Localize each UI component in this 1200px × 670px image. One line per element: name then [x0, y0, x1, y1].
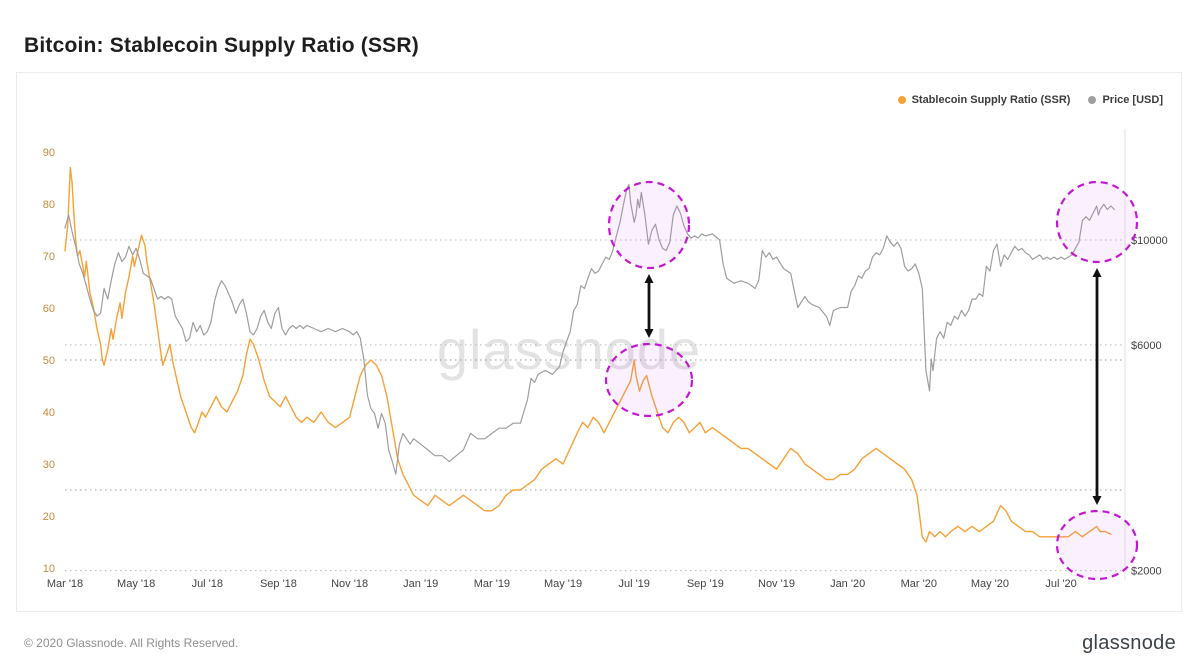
- x-axis-tick: Mar '19: [474, 578, 510, 590]
- right-axis-tick: $10000: [1131, 235, 1168, 247]
- copyright-text: © 2020 Glassnode. All Rights Reserved.: [24, 636, 239, 650]
- x-axis-tick: May '19: [544, 578, 582, 590]
- x-axis-tick: Mar '20: [901, 578, 937, 590]
- x-axis-tick: Mar '18: [47, 578, 83, 590]
- highlight-ellipse-1: [604, 342, 694, 418]
- left-axis-tick: 70: [43, 251, 55, 263]
- divergence-arrow-1: [1092, 268, 1102, 505]
- left-axis-tick: 10: [43, 563, 55, 575]
- legend-item-1[interactable]: Price [USD]: [1088, 94, 1163, 106]
- x-axis-tick: Jan '20: [830, 578, 865, 590]
- x-axis-tick: May '18: [117, 578, 155, 590]
- right-axis-tick: $6000: [1131, 340, 1162, 352]
- series-line-1: [64, 183, 1116, 475]
- legend-label: Stablecoin Supply Ratio (SSR): [911, 94, 1071, 106]
- glassnode-logo: glassnode: [1082, 631, 1176, 654]
- legend-label: Price [USD]: [1102, 94, 1163, 106]
- left-axis-tick: 60: [43, 303, 55, 315]
- left-axis-tick: 20: [43, 511, 55, 523]
- divergence-arrow-0: [644, 274, 654, 338]
- left-axis-tick: 90: [43, 147, 55, 159]
- page-footer: © 2020 Glassnode. All Rights Reserved. g…: [24, 628, 1176, 658]
- legend-item-0[interactable]: Stablecoin Supply Ratio (SSR): [897, 94, 1071, 106]
- left-axis-tick: 50: [43, 355, 55, 367]
- right-axis-tick: $2000: [1131, 566, 1162, 578]
- chart-card: glassnode 90 80 70 60 50 40 30 20 10 $10000 $6000 $…: [16, 72, 1182, 612]
- x-axis-tick: Sep '19: [687, 578, 724, 590]
- left-axis-tick: 30: [43, 459, 55, 471]
- highlight-ellipse-2: [1055, 180, 1139, 264]
- x-axis-tick: Nov '18: [331, 578, 368, 590]
- page-title: Bitcoin: Stablecoin Supply Ratio (SSR): [24, 34, 419, 58]
- ssr-price-chart[interactable]: 90 80 70 60 50 40 30 20 10 $10000 $6000 $2000 Mar '1…: [17, 73, 1181, 611]
- highlight-ellipse-0: [607, 180, 691, 270]
- legend-dot-icon: [1088, 96, 1097, 104]
- highlight-ellipse-3: [1055, 509, 1139, 581]
- legend-dot-icon: [897, 96, 906, 104]
- x-axis-tick: Jan '19: [403, 578, 438, 590]
- glassnode-watermark: glassnode: [436, 318, 702, 381]
- left-axis-tick: 80: [43, 199, 55, 211]
- x-axis-tick: Sep '18: [260, 578, 297, 590]
- x-axis-tick: Jul '18: [192, 578, 223, 590]
- series-line-0: [64, 166, 1112, 543]
- x-axis-tick: Jul '19: [618, 578, 649, 590]
- left-axis-tick: 40: [43, 407, 55, 419]
- chart-legend: Stablecoin Supply Ratio (SSR) Price [USD]: [897, 94, 1163, 106]
- x-axis-tick: May '20: [971, 578, 1009, 590]
- x-axis-tick: Nov '19: [758, 578, 795, 590]
- x-axis-tick: Jul '20: [1045, 578, 1076, 590]
